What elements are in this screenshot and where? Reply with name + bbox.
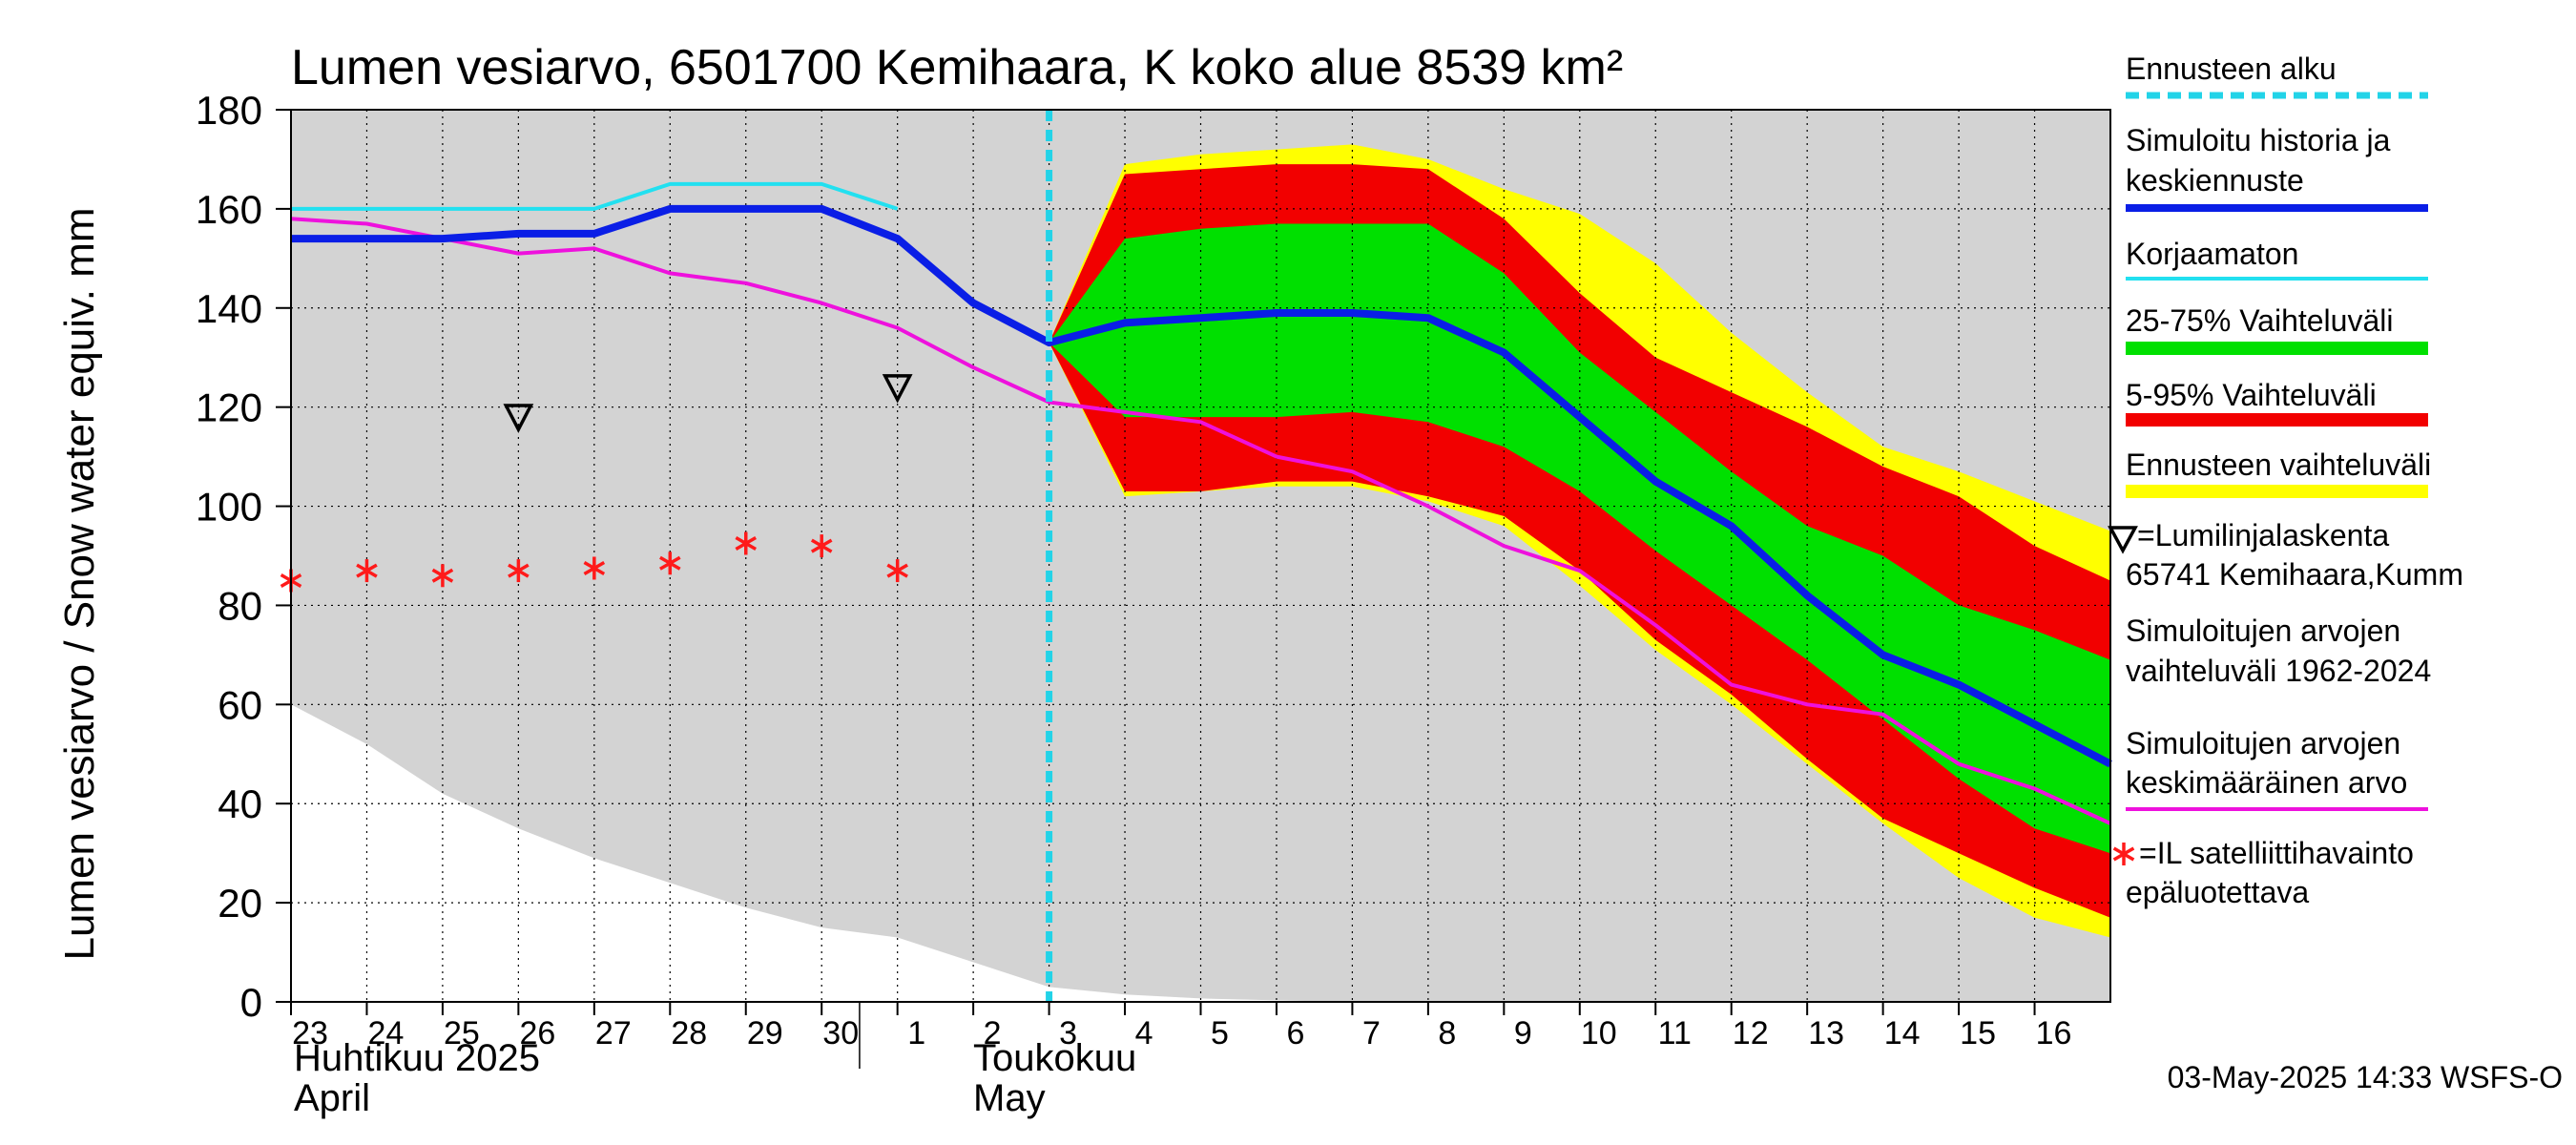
x-tick-label: 2 [984, 1015, 1002, 1051]
legend-item-p25-75: 25-75% Vaihteluväli [2126, 303, 2428, 355]
x-tick-label: 29 [747, 1015, 783, 1051]
x-tick-label: 7 [1362, 1015, 1381, 1051]
x-tick-label: 8 [1438, 1015, 1456, 1051]
mean-line [290, 217, 2111, 825]
x-tick-label: 1 [907, 1015, 925, 1051]
satellite-marker [431, 564, 454, 588]
x-tick-label: 4 [1135, 1015, 1153, 1051]
legend-label: keskimääräinen arvo [2126, 765, 2407, 800]
satellite-marker [659, 552, 681, 575]
korjaamaton-line [291, 181, 899, 211]
y-tick-label: 100 [196, 485, 262, 530]
snow-course-marker [882, 374, 913, 404]
y-tick-label: 20 [218, 881, 262, 926]
satellite-marker [356, 559, 378, 583]
x-tick-label: 16 [2036, 1015, 2072, 1051]
x-tick-label: 5 [1211, 1015, 1229, 1051]
legend-label: Simuloitujen arvojen [2126, 614, 2400, 648]
satellite-marker [735, 531, 758, 555]
legend-label: Simuloitujen arvojen [2126, 726, 2400, 760]
legend: Ennusteen alku Simuloitu historia ja keski… [2108, 52, 2463, 909]
x-tick-label: 12 [1733, 1015, 1769, 1051]
satellite-marker [810, 534, 833, 558]
x-tick-label: 6 [1286, 1015, 1304, 1051]
series-lines [290, 110, 2112, 1002]
x-tick-label: 9 [1514, 1015, 1532, 1051]
x-tick-label: 10 [1581, 1015, 1617, 1051]
x-tick-label: 11 [1658, 1015, 1692, 1051]
legend-triangle-icon [2108, 526, 2138, 554]
y-tick-label: 80 [218, 583, 262, 628]
y-axis-label: Lumen vesiarvo / Snow water equiv. mm [56, 207, 103, 960]
x-tick-label: 23 [292, 1015, 328, 1051]
legend-label: epäluotettava [2126, 875, 2309, 909]
x-tick-label: 27 [595, 1015, 632, 1051]
legend-item-keskiarvo: Simuloitujen arvojen keskimääräinen arvo [2126, 726, 2428, 811]
satellite-marker [886, 559, 908, 583]
month-label-april-fi: Huhtikuu 2025 [294, 1037, 540, 1079]
legend-item-lumilinja: =Lumilinjalaskenta 65741 Kemihaara,Kumm [2108, 518, 2463, 592]
month-labels: Huhtikuu 2025 April Toukokuu May [294, 1037, 1136, 1119]
x-axis-ticks: 23 24 25 26 27 28 29 30 1 2 3 4 5 6 7 8 9 10 11 12 13 14 15 16 [290, 1002, 2072, 1069]
legend-label: 25-75% Vaihteluväli [2126, 303, 2393, 338]
legend-item-korjaamaton: Korjaamaton [2126, 237, 2428, 281]
legend-label: 65741 Kemihaara,Kumm [2126, 557, 2463, 592]
satellite-marker [583, 556, 606, 580]
x-tick-label: 3 [1059, 1015, 1077, 1051]
legend-item-p5-95: 5-95% Vaihteluväli [2126, 378, 2428, 427]
legend-label: =Lumilinjalaskenta [2137, 518, 2389, 552]
y-tick-label: 140 [196, 286, 262, 331]
simulated-line [291, 204, 2112, 768]
x-tick-label: 28 [671, 1015, 707, 1051]
legend-label: Korjaamaton [2126, 237, 2298, 271]
legend-label: Ennusteen vaihteluväli [2126, 448, 2431, 482]
legend-item-hist: Simuloitujen arvojen vaihteluväli 1962-20… [2126, 614, 2431, 688]
x-tick-label: 25 [444, 1015, 480, 1051]
legend-label: keskiennuste [2126, 163, 2304, 198]
legend-label: Ennusteen alku [2126, 52, 2337, 86]
month-label-may-en: May [973, 1077, 1046, 1119]
legend-item-simuloitu: Simuloitu historia ja keskiennuste [2126, 123, 2428, 212]
y-tick-label: 60 [218, 682, 262, 727]
satellite-marker [508, 559, 530, 583]
y-tick-label: 160 [196, 187, 262, 232]
y-axis-ticks: 0 20 40 60 80 100 120 140 160 180 [196, 88, 291, 1025]
legend-label: Simuloitu historia ja [2126, 123, 2391, 157]
y-tick-label: 0 [240, 980, 262, 1025]
y-tick-label: 180 [196, 88, 262, 133]
legend-item-ennuste: Ennusteen vaihteluväli [2126, 448, 2431, 498]
timestamp-footer: 03-May-2025 14:33 WSFS-O [2168, 1060, 2563, 1094]
y-tick-label: 40 [218, 781, 262, 826]
legend-label: vaihteluväli 1962-2024 [2126, 654, 2431, 688]
x-tick-label: 15 [1960, 1015, 1996, 1051]
x-tick-label: 26 [519, 1015, 555, 1051]
x-tick-label: 24 [368, 1015, 405, 1051]
month-label-april-en: April [294, 1077, 370, 1119]
legend-item-ennusteen-alku: Ennusteen alku [2126, 52, 2428, 99]
chart-title: Lumen vesiarvo, 6501700 Kemihaara, K kok… [291, 40, 1623, 95]
x-tick-label: 30 [822, 1015, 859, 1051]
p25-75-band [1049, 223, 2110, 854]
x-tick-label: 13 [1808, 1015, 1844, 1051]
legend-label: =IL satelliittihavainto [2139, 836, 2414, 870]
month-label-may-fi: Toukokuu [973, 1037, 1136, 1079]
legend-label: 5-95% Vaihteluväli [2126, 378, 2377, 412]
y-tick-label: 120 [196, 385, 262, 430]
x-tick-label: 14 [1884, 1015, 1921, 1051]
legend-item-satelliitti: =IL satelliittihavainto epäluotettava [2112, 836, 2414, 909]
snow-course-marker [503, 404, 534, 433]
